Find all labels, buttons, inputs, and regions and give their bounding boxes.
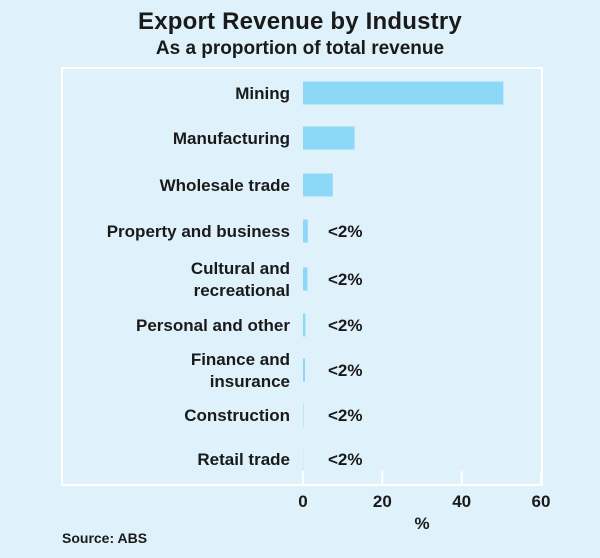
x-tick-label: 60 — [532, 492, 551, 511]
value-label: <2% — [328, 406, 363, 425]
bar — [303, 126, 355, 150]
bar — [303, 81, 504, 105]
x-tick-label: 0 — [298, 492, 307, 511]
category-label: Mining — [235, 84, 290, 103]
value-label: <2% — [328, 270, 363, 289]
category-label: Cultural and recreational — [191, 259, 290, 300]
value-label: <2% — [328, 361, 363, 380]
source-note: Source: ABS — [62, 530, 148, 546]
x-tick-label: 40 — [452, 492, 471, 511]
bars — [303, 81, 504, 471]
bar — [303, 358, 305, 382]
x-axis-ticks — [302, 471, 542, 485]
bar — [303, 173, 333, 197]
chart-subtitle: As a proportion of total revenue — [155, 38, 445, 59]
value-label: <2% — [328, 316, 363, 335]
x-tick-label: 20 — [373, 492, 392, 511]
value-labels: <2% <2% <2% <2% <2% <2% — [328, 222, 363, 469]
bar — [303, 219, 308, 243]
category-label: Property and business — [107, 222, 290, 241]
category-label: Retail trade — [197, 450, 290, 469]
x-axis-label: % — [414, 514, 429, 533]
category-labels: Mining Manufacturing Wholesale trade Proper… — [107, 84, 291, 469]
category-label: Manufacturing — [173, 129, 290, 148]
value-label: <2% — [328, 450, 363, 469]
chart-title: Export Revenue by Industry — [138, 8, 462, 35]
category-label: Construction — [184, 406, 290, 425]
category-label: Personal and other — [136, 316, 290, 335]
category-label: Finance and insurance — [191, 350, 290, 391]
value-label: <2% — [328, 222, 363, 241]
bar — [303, 313, 306, 337]
category-label: Wholesale trade — [160, 176, 290, 195]
plot-frame — [61, 67, 543, 486]
bar — [303, 267, 308, 291]
x-tick-labels: 0 20 40 60 — [298, 492, 550, 511]
